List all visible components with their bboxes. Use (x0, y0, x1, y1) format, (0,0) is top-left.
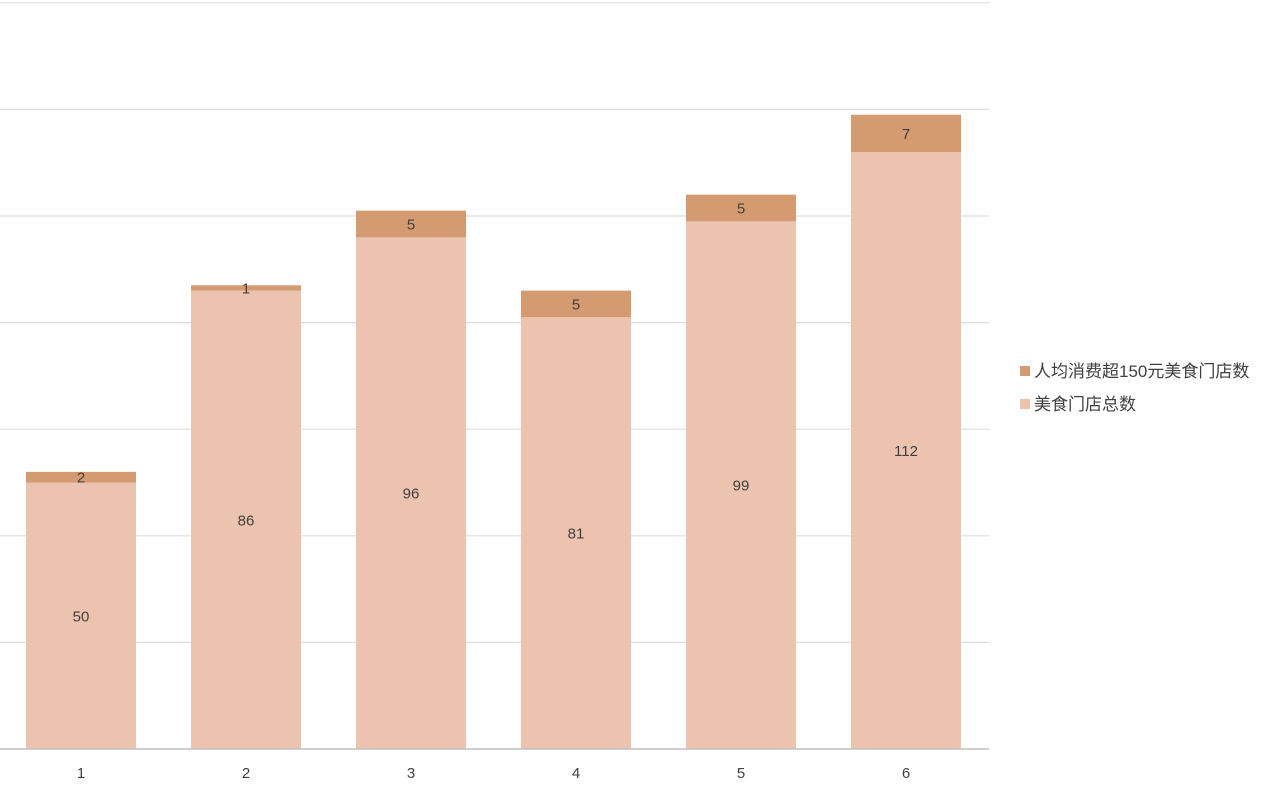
x-tick-label: 5 (737, 765, 745, 782)
data-label: 81 (568, 526, 585, 543)
x-tick-label: 1 (77, 765, 85, 782)
bar-series-0-cat-4 (521, 317, 631, 749)
data-label: 7 (902, 126, 910, 143)
legend-label: 人均消费超150元美食门店数 (1034, 362, 1249, 381)
data-label: 1 (242, 280, 250, 297)
bar-series-1-cat-3 (356, 210, 466, 238)
data-label: 5 (737, 201, 745, 218)
bar-series-0-cat-1 (26, 482, 136, 749)
bar-series-1-cat-4 (521, 290, 631, 318)
bars (26, 114, 961, 750)
data-label: 86 (238, 512, 255, 529)
data-label: 50 (73, 608, 90, 625)
bar-series-0-cat-6 (851, 152, 961, 750)
legend-label: 美食门店总数 (1034, 395, 1136, 414)
x-tick-label: 2 (242, 765, 250, 782)
bar-series-0-cat-3 (356, 237, 466, 749)
bar-series-0-cat-5 (686, 221, 796, 749)
data-label: 2 (77, 470, 85, 487)
x-tick-label: 4 (572, 765, 580, 782)
x-axis: 1 2 3 4 5 6 (0, 748, 989, 782)
x-tick-label: 3 (407, 765, 415, 782)
data-label: 96 (403, 486, 420, 503)
data-labels: 50 2 86 1 96 5 81 5 99 5 112 7 (73, 126, 918, 625)
data-label: 99 (733, 478, 750, 495)
bar-series-0-cat-2 (191, 290, 301, 749)
x-tick-label: 6 (902, 765, 910, 782)
gridlines (0, 2, 989, 644)
data-label: 5 (407, 216, 415, 233)
bar-series-1-cat-5 (686, 194, 796, 222)
legend-swatch (1020, 366, 1030, 376)
legend-swatch (1020, 399, 1030, 409)
data-label: 112 (894, 443, 918, 460)
bar-series-1-cat-1 (26, 471, 136, 483)
bar-series-1-cat-6 (851, 114, 961, 153)
data-label: 5 (572, 296, 580, 313)
bar-series-1-cat-2 (191, 285, 301, 291)
